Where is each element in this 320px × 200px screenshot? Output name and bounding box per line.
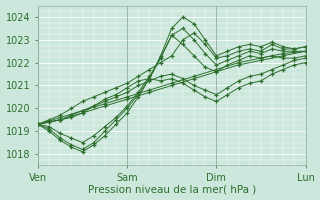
X-axis label: Pression niveau de la mer( hPa ): Pression niveau de la mer( hPa ) bbox=[88, 184, 256, 194]
